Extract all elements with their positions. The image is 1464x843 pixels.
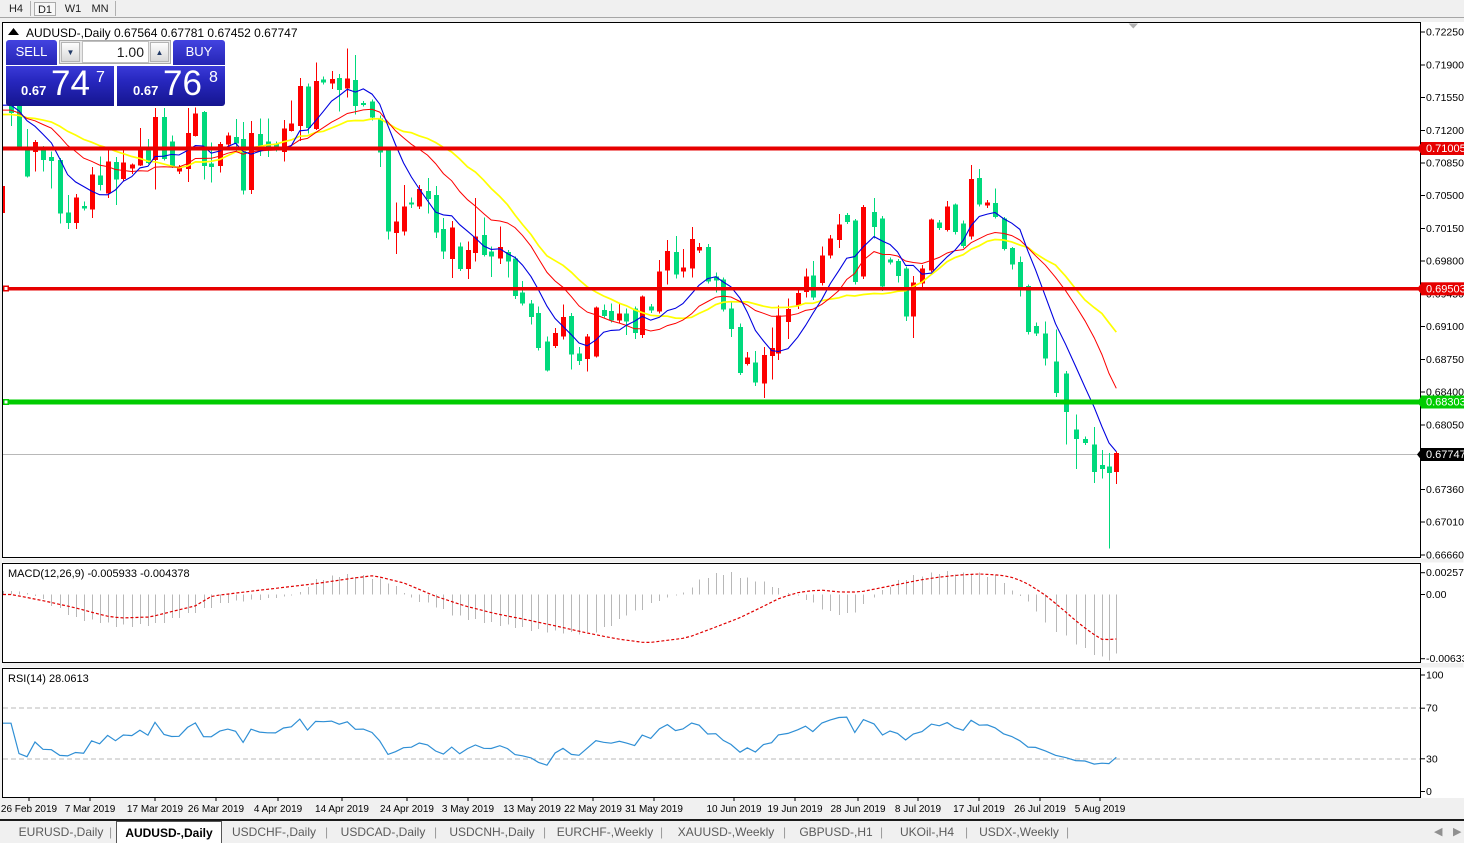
svg-text:28 Jun 2019: 28 Jun 2019 (830, 804, 885, 815)
svg-text:26 Jul 2019: 26 Jul 2019 (1014, 804, 1066, 815)
svg-text:0.67360: 0.67360 (1426, 484, 1464, 496)
svg-text:30: 30 (1426, 753, 1438, 765)
svg-text:26 Mar 2019: 26 Mar 2019 (188, 804, 245, 815)
svg-text:70: 70 (1426, 703, 1438, 715)
svg-text:8 Jul 2019: 8 Jul 2019 (895, 804, 942, 815)
svg-text:0.71200: 0.71200 (1426, 125, 1464, 137)
svg-text:13 May 2019: 13 May 2019 (503, 804, 561, 815)
svg-text:24 Apr 2019: 24 Apr 2019 (380, 804, 434, 815)
svg-text:0.71550: 0.71550 (1426, 92, 1464, 104)
svg-text:0.70850: 0.70850 (1426, 158, 1464, 170)
svg-text:0.69800: 0.69800 (1426, 256, 1464, 268)
svg-text:-0.006338: -0.006338 (1426, 653, 1464, 665)
svg-text:26 Feb 2019: 26 Feb 2019 (1, 804, 58, 815)
svg-text:0.67010: 0.67010 (1426, 517, 1464, 529)
svg-text:0.70150: 0.70150 (1426, 223, 1464, 235)
svg-text:0.002574: 0.002574 (1426, 567, 1464, 579)
svg-text:0.71005: 0.71005 (1426, 143, 1464, 155)
svg-text:RSI(14) 28.0613: RSI(14) 28.0613 (8, 673, 89, 685)
svg-text:0.67747: 0.67747 (1426, 449, 1464, 461)
svg-text:4 Apr 2019: 4 Apr 2019 (254, 804, 303, 815)
svg-text:17 Jul 2019: 17 Jul 2019 (953, 804, 1005, 815)
svg-text:10 Jun 2019: 10 Jun 2019 (706, 804, 761, 815)
svg-text:0.70500: 0.70500 (1426, 190, 1464, 202)
svg-text:0: 0 (1426, 786, 1432, 798)
svg-text:14 Apr 2019: 14 Apr 2019 (315, 804, 369, 815)
svg-text:0.72250: 0.72250 (1426, 27, 1464, 39)
svg-text:0.68303: 0.68303 (1426, 397, 1464, 409)
svg-text:7 Mar 2019: 7 Mar 2019 (65, 804, 116, 815)
svg-text:MACD(12,26,9) -0.005933 -0.004: MACD(12,26,9) -0.005933 -0.004378 (8, 568, 190, 580)
svg-text:5 Aug 2019: 5 Aug 2019 (1075, 804, 1126, 815)
svg-text:0.71900: 0.71900 (1426, 59, 1464, 71)
svg-text:31 May 2019: 31 May 2019 (625, 804, 683, 815)
svg-text:0.00: 0.00 (1426, 589, 1447, 601)
svg-text:17 Mar 2019: 17 Mar 2019 (127, 804, 184, 815)
svg-text:19 Jun 2019: 19 Jun 2019 (767, 804, 822, 815)
svg-text:0.68050: 0.68050 (1426, 419, 1464, 431)
svg-text:0.68750: 0.68750 (1426, 354, 1464, 366)
svg-text:3 May 2019: 3 May 2019 (442, 804, 495, 815)
svg-text:22 May 2019: 22 May 2019 (564, 804, 622, 815)
svg-text:AUDUSD-,Daily 0.67564 0.67781: AUDUSD-,Daily 0.67564 0.67781 0.67452 0.… (26, 26, 298, 40)
svg-text:0.69100: 0.69100 (1426, 321, 1464, 333)
svg-text:0.66660: 0.66660 (1426, 549, 1464, 561)
svg-text:0.69503: 0.69503 (1426, 283, 1464, 295)
svg-text:100: 100 (1426, 670, 1444, 682)
